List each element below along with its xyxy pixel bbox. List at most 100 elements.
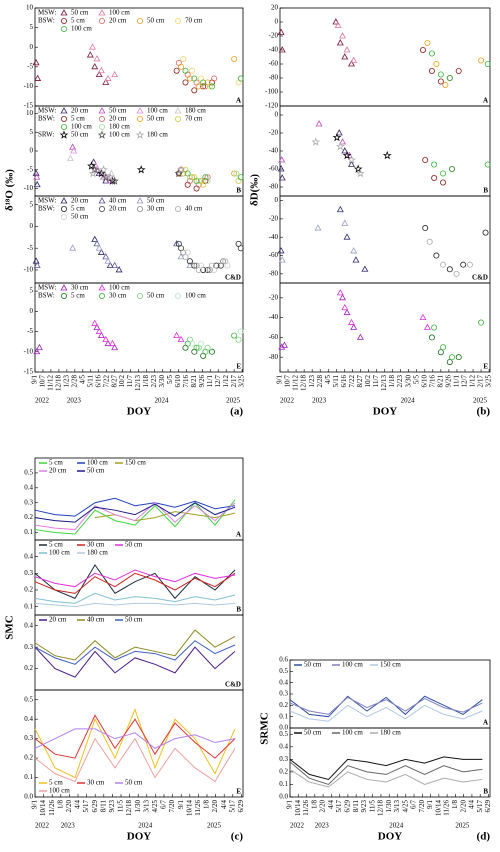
y-tick-label: -80 <box>269 74 279 82</box>
legend-marker <box>136 205 143 212</box>
x-tick-label: 9/1 <box>286 800 294 809</box>
point <box>278 46 286 53</box>
x-tick-label: 1/8 <box>310 800 318 809</box>
y-tick-label: 5 <box>30 200 34 208</box>
y-tick-label: -120 <box>265 102 278 110</box>
point <box>177 335 185 343</box>
legend-label: 5 cm <box>71 205 85 213</box>
series-line <box>34 602 236 608</box>
panel-label: E <box>236 788 241 796</box>
y-tick-label: 0 <box>30 43 34 51</box>
point <box>93 323 101 330</box>
x-tick-label: 2/28 <box>70 375 78 388</box>
x-tick-label: 11/1 <box>453 375 461 388</box>
figure-label: (b) <box>477 406 491 418</box>
legend-label: 5 cm <box>49 779 63 787</box>
x-tick-label: 12/18 <box>125 800 133 816</box>
x-tick-label: 12/18 <box>377 800 385 816</box>
legend-marker <box>99 17 106 24</box>
x-tick-label: 11/26 <box>194 800 202 816</box>
y-tick-label: 0.4 <box>24 621 33 629</box>
x-tick-label: 3/25 <box>485 375 493 388</box>
x-tick-label: 7/20 <box>418 800 426 813</box>
x-tick-label: 4/4 <box>327 800 335 809</box>
point <box>111 261 119 268</box>
legend-label: 100 cm <box>109 9 130 17</box>
series-line <box>289 695 483 718</box>
point <box>69 143 77 150</box>
year-label: 2022 <box>35 397 50 405</box>
x-tick-label: 5/11 <box>86 375 94 388</box>
point <box>449 354 456 361</box>
point <box>446 359 453 366</box>
point <box>440 344 447 351</box>
point <box>87 161 96 170</box>
x-tick-label: 11/26 <box>443 800 451 816</box>
panel-label: A <box>236 531 241 539</box>
point <box>343 308 351 316</box>
y-tick-label: 0.0 <box>279 793 288 801</box>
point <box>97 248 105 255</box>
point <box>341 303 349 311</box>
y-tick-label: -5 <box>27 62 33 70</box>
x-tick-label: 9/26 <box>445 375 453 388</box>
legend-marker <box>136 17 143 24</box>
legend-marker <box>61 116 68 123</box>
series-line <box>34 497 236 517</box>
x-tick-label: 6/10 <box>420 375 428 388</box>
point <box>91 235 99 242</box>
point <box>350 323 358 330</box>
y-tick-label: -100 <box>265 88 278 96</box>
y-tick-label: -20 <box>269 129 279 137</box>
point <box>277 165 285 172</box>
x-tick-label: 4/25 <box>151 800 159 813</box>
point <box>95 244 103 251</box>
point <box>419 313 427 321</box>
point <box>206 83 213 90</box>
legend-label: 5 cm <box>49 541 63 549</box>
legend-marker <box>98 9 106 16</box>
point <box>446 266 453 273</box>
point <box>108 339 116 347</box>
series-line <box>34 640 236 665</box>
point <box>104 74 112 81</box>
panel-label: A <box>236 97 241 105</box>
legend-label: 100 cm <box>342 661 363 669</box>
x-tick-label: 9/1 <box>276 375 284 384</box>
legend-marker <box>97 130 107 139</box>
point <box>455 68 462 75</box>
point <box>237 174 244 181</box>
year-label: 2023 <box>315 822 330 830</box>
legend-group: MSW: <box>38 9 56 17</box>
x-tick-label: 5/5 <box>412 375 420 384</box>
point <box>278 343 286 350</box>
point <box>102 335 110 343</box>
legend-group: BSW: <box>38 205 55 213</box>
x-tick-label: 11/12 <box>292 375 300 391</box>
point <box>478 57 485 64</box>
legend-label: 50 cm <box>125 616 143 624</box>
point <box>189 340 196 347</box>
y-tick-label: -5 <box>27 327 33 335</box>
y-tick-label: 0.5 <box>279 667 288 675</box>
legend-label: 50 cm <box>71 9 89 17</box>
x-axis-title: DOY <box>373 406 398 418</box>
point <box>104 173 112 180</box>
x-tick-label: 7/20 <box>168 800 176 813</box>
point <box>484 61 491 68</box>
y-tick-label: 0.1 <box>24 602 33 610</box>
year-label: 2025 <box>455 822 470 830</box>
legend-label: 70 cm <box>185 115 203 123</box>
point <box>111 343 119 351</box>
legend-label: 100 cm <box>147 107 168 115</box>
legend-label: 20 cm <box>109 115 127 123</box>
point <box>348 60 355 67</box>
legend-label: 180 cm <box>109 123 130 131</box>
y-tick-label: 0.3 <box>279 755 288 763</box>
x-tick-label: 11/1 <box>206 375 214 388</box>
y-axis-title: SMC <box>4 615 16 640</box>
point <box>342 150 352 160</box>
legend-label: 180 cm <box>185 107 206 115</box>
